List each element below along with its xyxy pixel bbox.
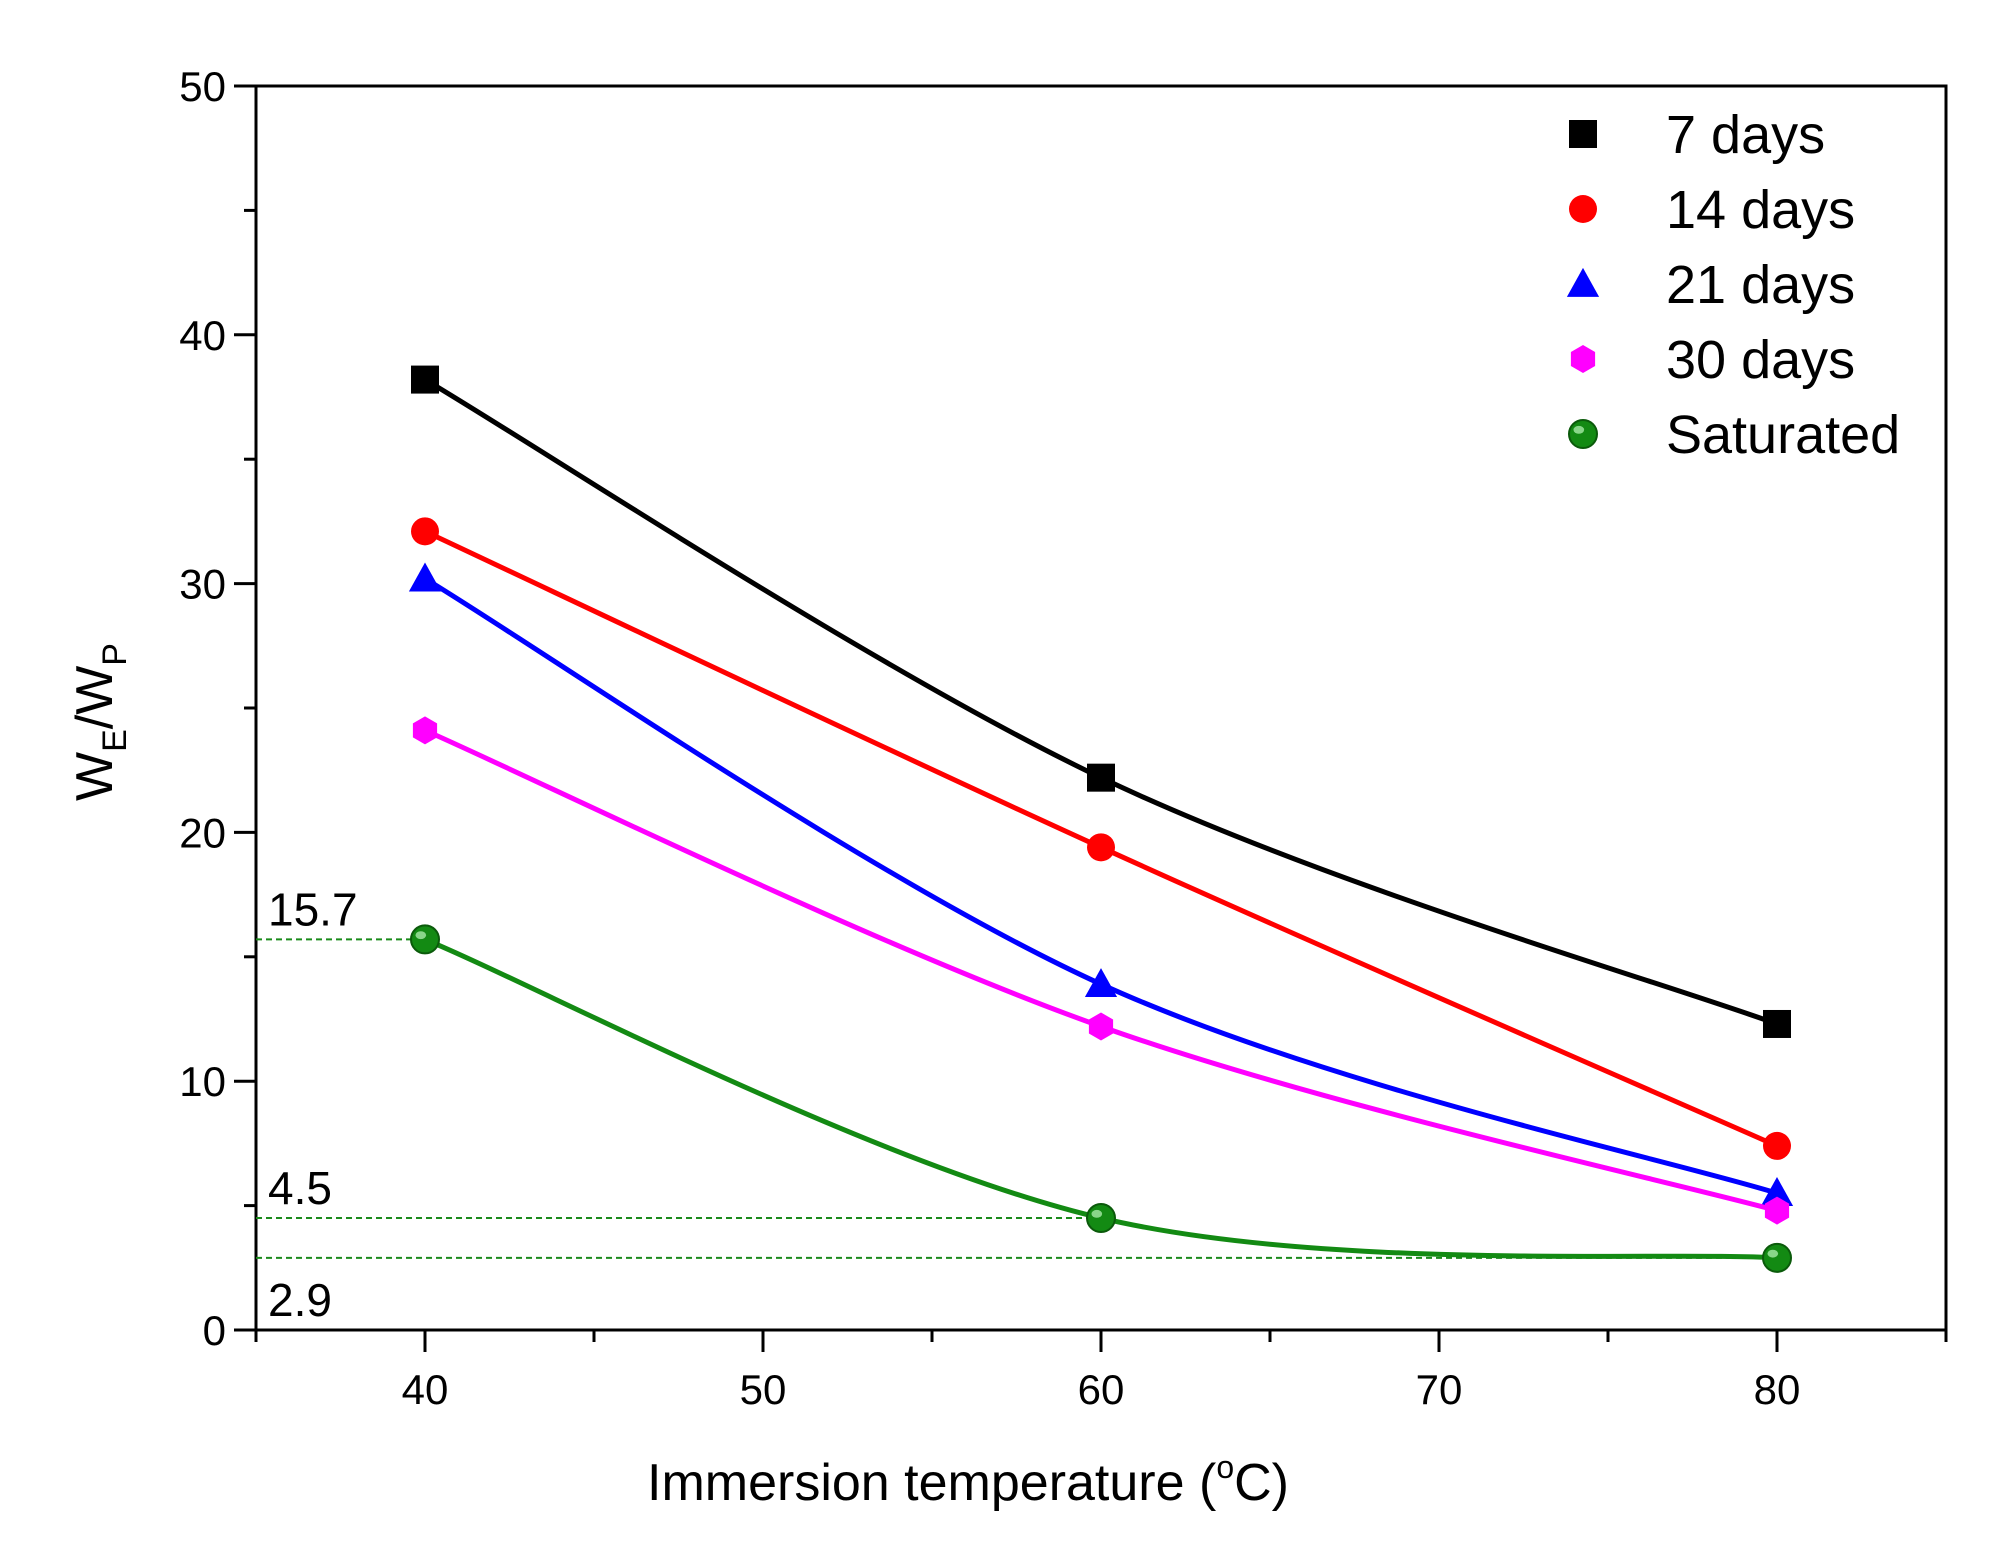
svg-text:WE/WP: WE/WP [66, 643, 134, 801]
x-tick-label: 70 [1416, 1366, 1463, 1413]
series-saturated [410, 924, 1792, 1273]
series-group [408, 365, 1794, 1273]
data-point-triangle [408, 562, 442, 592]
data-point-sphere [1568, 419, 1598, 449]
data-point-triangle [1760, 1177, 1794, 1207]
sphere-body [1568, 419, 1598, 449]
series-7-days [411, 365, 1791, 1038]
legend-label: Saturated [1666, 405, 1900, 465]
data-point-sphere [410, 924, 440, 955]
data-point-square [1763, 1009, 1791, 1038]
series-30-days [412, 716, 1790, 1225]
data-point-hexagon [412, 716, 438, 745]
data-point-sphere [1086, 1203, 1116, 1234]
x-tick-label: 60 [1078, 1366, 1125, 1413]
sphere-highlight [1573, 425, 1585, 434]
legend-label: 7 days [1666, 105, 1825, 165]
x-axis-title: Immersion temperature (oC) [647, 1449, 1289, 1512]
data-point-circle [1763, 1131, 1791, 1160]
annotation-label: 4.5 [268, 1162, 332, 1214]
y-tick-label: 10 [179, 1058, 226, 1105]
sphere-highlight [1767, 1249, 1779, 1258]
legend-item: 7 days [1569, 105, 1825, 165]
legend-item: Saturated [1568, 405, 1900, 465]
y-axis-title: WE/WP [66, 643, 134, 801]
data-point-square [1569, 120, 1597, 148]
y-tick-label: 0 [203, 1307, 226, 1354]
legend-label: 14 days [1666, 180, 1855, 240]
annotation-label: 2.9 [268, 1274, 332, 1326]
legend-item: 21 days [1566, 255, 1855, 315]
y-tick-label: 40 [179, 312, 226, 359]
legend-label: 21 days [1666, 255, 1855, 315]
sphere-body [410, 924, 440, 955]
y-tick-label: 50 [179, 63, 226, 110]
data-point-triangle [1566, 267, 1600, 297]
data-point-triangle [1084, 968, 1118, 998]
sphere-highlight [1091, 1209, 1103, 1218]
data-point-square [1087, 763, 1115, 792]
data-point-hexagon [1088, 1012, 1114, 1041]
legend-item: 14 days [1569, 180, 1855, 240]
data-point-hexagon [1570, 345, 1596, 373]
sphere-highlight [415, 931, 427, 940]
sphere-body [1086, 1203, 1116, 1234]
series-line [423, 576, 1778, 1196]
data-point-sphere [1762, 1242, 1792, 1273]
data-point-circle [1087, 833, 1115, 862]
annotation-label: 15.7 [268, 883, 358, 935]
legend-label: 30 days [1666, 330, 1855, 390]
legend: 7 days 14 days 21 days 30 days Saturated [1566, 105, 1900, 465]
annotation-guides: 15.7 4.5 2.9 [256, 883, 1777, 1326]
sphere-body [1762, 1242, 1792, 1273]
series-line [423, 377, 1778, 1027]
data-point-square [411, 365, 439, 394]
data-point-circle [1569, 195, 1597, 223]
x-tick-label: 80 [1754, 1366, 1801, 1413]
legend-item: 30 days [1570, 330, 1855, 390]
series-14-days [411, 517, 1791, 1160]
axes: 0 10 20 30 40 50 40 50 60 70 80 [179, 63, 1948, 1413]
y-tick-label: 30 [179, 561, 226, 608]
data-point-hexagon [1764, 1196, 1790, 1225]
x-tick-label: 50 [740, 1366, 787, 1413]
data-point-circle [411, 517, 439, 546]
series-21-days [408, 562, 1794, 1207]
x-tick-label: 40 [402, 1366, 449, 1413]
y-tick-label: 20 [179, 809, 226, 856]
